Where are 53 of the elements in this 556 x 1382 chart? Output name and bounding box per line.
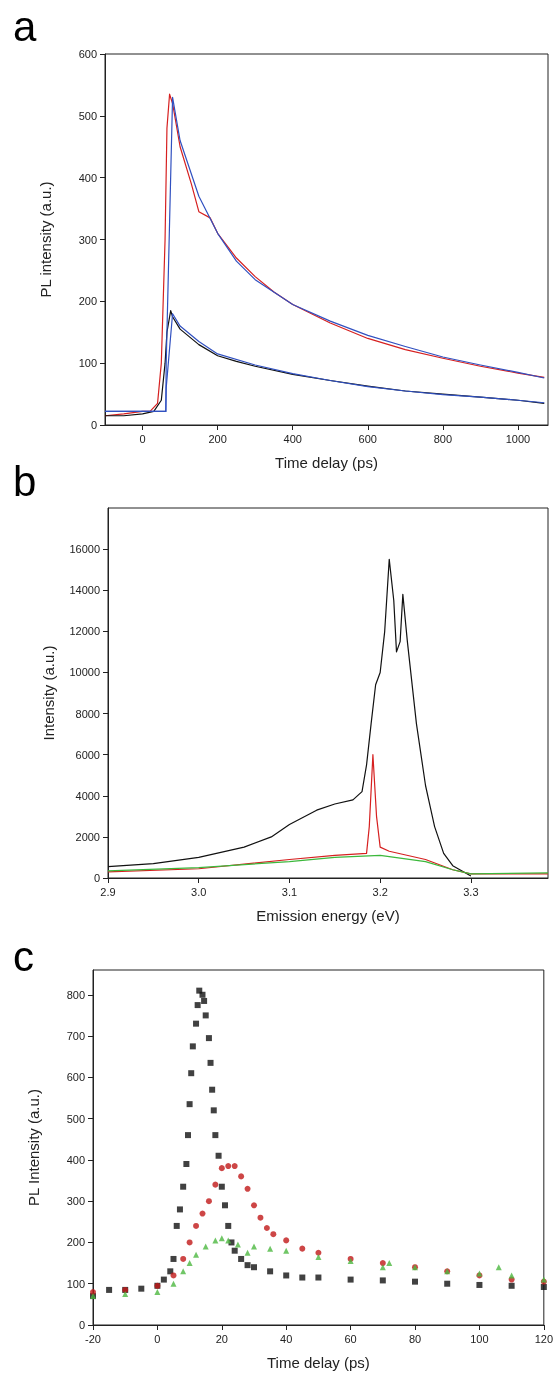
x-tick-label: 100: [470, 1332, 489, 1345]
y-tick-label: 14000: [69, 584, 100, 597]
x-tick-label: -20: [85, 1332, 101, 1345]
y-tick-label: 200: [66, 1236, 85, 1249]
y-axis-title: PL Intensity (a.u.): [25, 1089, 42, 1206]
y-tick-label: 0: [93, 872, 100, 884]
y-tick-label: 0: [90, 419, 97, 431]
y-tick-label: 4000: [75, 789, 100, 802]
x-axis-title: Time delay (ps): [267, 1354, 370, 1371]
x-tick-label: 0: [139, 432, 146, 445]
x-tick-label: 80: [408, 1332, 422, 1345]
chart-title: a: [13, 2, 37, 50]
x-tick-label: 3.1: [281, 885, 298, 898]
y-tick-label: 600: [78, 48, 97, 60]
x-tick-label: 3.3: [463, 885, 479, 898]
y-tick-label: 700: [66, 1030, 85, 1043]
x-tick-label: 3.0: [191, 885, 207, 898]
y-tick-label: 800: [66, 988, 85, 1001]
y-tick-label: 400: [66, 1153, 85, 1166]
x-tick-label: 3.2: [372, 885, 388, 898]
x-tick-label: 60: [344, 1332, 357, 1345]
y-tick-label: 500: [78, 109, 97, 122]
x-tick-label: 2.9: [100, 885, 116, 898]
y-tick-label: 6000: [75, 748, 100, 761]
x-tick-label: 200: [208, 432, 227, 445]
x-axis-title: Emission energy (eV): [256, 907, 400, 924]
y-tick-label: 300: [66, 1195, 85, 1208]
y-tick-label: 600: [66, 1071, 85, 1084]
x-tick-label: 1000: [505, 432, 531, 445]
y-axis-title: Intensity (a.u.): [40, 645, 57, 741]
y-tick-label: 400: [78, 171, 97, 184]
x-tick-label: 20: [215, 1332, 228, 1345]
y-tick-label: 10000: [69, 666, 100, 679]
x-tick-label: 120: [534, 1332, 553, 1345]
y-tick-label: 300: [78, 233, 97, 246]
y-tick-label: 200: [78, 295, 97, 308]
y-tick-label: 2000: [75, 830, 100, 843]
x-tick-label: 400: [283, 432, 302, 445]
y-tick-label: 16000: [69, 543, 100, 556]
y-tick-label: 100: [78, 357, 97, 370]
y-tick-label: 8000: [75, 707, 100, 720]
chart-title: b: [13, 457, 37, 505]
x-tick-label: 40: [280, 1332, 293, 1345]
x-tick-label: 600: [358, 432, 377, 445]
x-axis-title: Time delay (ps): [275, 454, 378, 471]
x-tick-label: 0: [154, 1332, 161, 1345]
y-axis-title: PL intensity (a.u.): [37, 181, 54, 298]
y-tick-label: 100: [66, 1277, 85, 1290]
y-tick-label: 0: [78, 1319, 85, 1331]
y-tick-label: 500: [66, 1112, 85, 1125]
y-tick-label: 12000: [69, 625, 100, 638]
chart-title: c: [13, 932, 34, 980]
x-tick-label: 800: [433, 432, 453, 445]
